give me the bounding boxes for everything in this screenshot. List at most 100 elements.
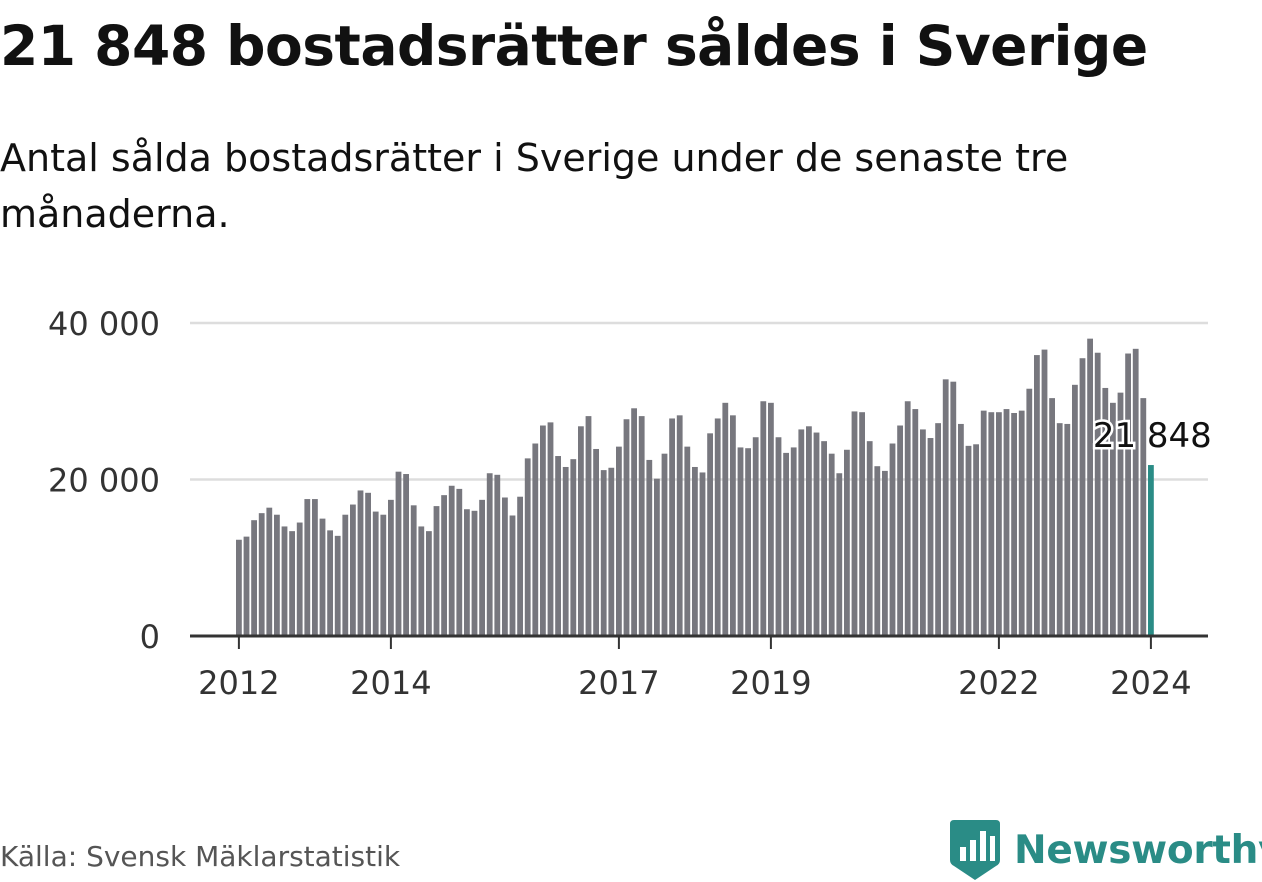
bar — [1049, 398, 1055, 636]
bar — [790, 447, 797, 636]
bar — [312, 499, 318, 636]
bar — [927, 438, 934, 636]
bar — [912, 409, 919, 636]
bar — [289, 531, 295, 636]
bar — [426, 531, 432, 636]
bar — [251, 520, 257, 636]
bar — [935, 423, 941, 636]
bar — [1056, 423, 1063, 636]
bar — [676, 415, 683, 636]
bar — [448, 485, 455, 636]
bar — [1102, 387, 1109, 636]
bar — [403, 474, 409, 636]
y-tick-label: 0 — [140, 618, 160, 656]
bar — [532, 443, 539, 636]
bar — [319, 518, 326, 636]
bar — [334, 535, 341, 636]
bar — [1011, 412, 1017, 636]
bar — [1064, 423, 1071, 636]
bar — [844, 449, 850, 636]
bar — [547, 422, 554, 636]
bar — [1018, 410, 1025, 636]
bar — [882, 470, 888, 636]
x-tick-label: 2022 — [958, 664, 1039, 702]
bar — [1072, 384, 1078, 636]
bar — [1003, 409, 1010, 636]
bar — [555, 456, 561, 636]
bar — [920, 429, 926, 636]
bar — [304, 499, 311, 636]
bar — [464, 509, 470, 636]
bar — [1079, 358, 1086, 636]
bar — [714, 418, 721, 636]
bar — [1132, 348, 1139, 636]
bar — [973, 444, 979, 636]
bar — [372, 511, 379, 636]
bar — [517, 496, 523, 636]
bar — [874, 466, 881, 636]
bar — [570, 459, 577, 636]
bar — [486, 473, 493, 636]
bar — [889, 443, 896, 636]
bar — [806, 426, 812, 636]
bar — [730, 415, 736, 636]
chart-title: 21 848 bostadsrätter såldes i Sverige — [0, 14, 1148, 78]
bar — [996, 412, 1002, 636]
bar — [942, 379, 949, 636]
bar — [585, 416, 592, 636]
bar — [562, 466, 569, 636]
bar — [821, 441, 827, 636]
bar — [296, 522, 303, 636]
bar — [859, 412, 865, 636]
x-tick-label: 2012 — [198, 664, 279, 702]
bar — [631, 408, 637, 636]
bar — [1026, 388, 1033, 636]
bar — [1117, 392, 1124, 636]
bar — [258, 513, 265, 636]
bar — [988, 412, 995, 636]
bar — [684, 446, 691, 636]
bar — [980, 410, 987, 636]
bar — [395, 471, 402, 636]
bar — [471, 510, 478, 636]
bar — [281, 526, 288, 636]
bar — [828, 453, 835, 636]
bar — [509, 515, 516, 636]
bar — [775, 437, 782, 636]
bar — [433, 506, 440, 636]
bar — [950, 381, 957, 636]
bar — [608, 467, 615, 636]
bar — [578, 426, 584, 636]
x-tick-label: 2017 — [578, 664, 659, 702]
bar — [410, 505, 417, 636]
bar — [958, 423, 964, 636]
bar — [365, 492, 371, 636]
bar — [760, 401, 767, 636]
x-tick-label: 2014 — [350, 664, 431, 702]
bar — [813, 432, 820, 636]
y-tick-label: 40 000 — [48, 305, 160, 343]
bar — [669, 418, 675, 636]
bar — [737, 447, 744, 636]
bar — [1087, 338, 1093, 636]
bar — [243, 536, 250, 636]
bar — [388, 499, 394, 636]
bar — [1034, 355, 1040, 636]
bar — [418, 526, 425, 636]
bar — [692, 466, 698, 636]
bar — [798, 429, 805, 636]
bar — [745, 448, 751, 636]
source-label: Källa: Svensk Mäklarstatistik — [0, 840, 401, 873]
bar — [722, 402, 729, 636]
bar — [593, 448, 599, 636]
y-tick-label: 20 000 — [48, 462, 160, 500]
bar — [274, 514, 280, 636]
newsworthy-brand[interactable]: Newsworthy — [950, 818, 1262, 882]
bar — [897, 425, 903, 636]
bar — [1140, 398, 1147, 636]
bar — [540, 425, 546, 636]
bar — [350, 504, 356, 636]
bar — [479, 499, 485, 636]
x-tick-label: 2024 — [1110, 664, 1191, 702]
bar — [661, 453, 668, 636]
